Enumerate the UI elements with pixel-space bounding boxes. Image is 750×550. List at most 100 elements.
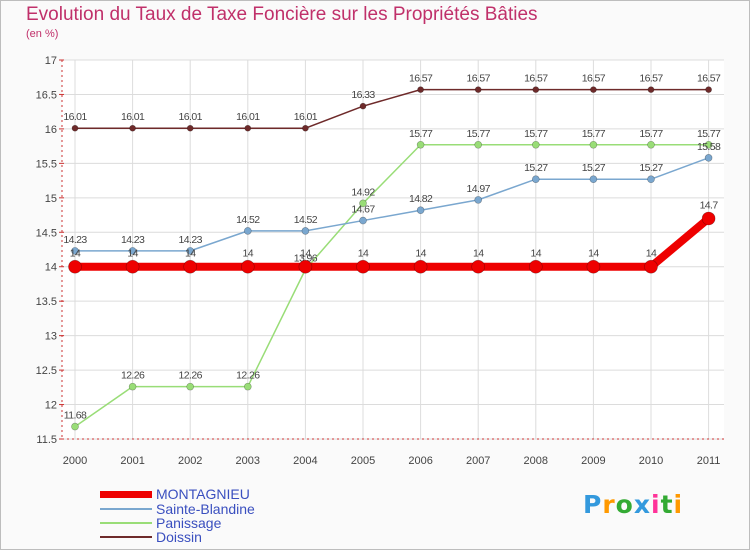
data-label-montagnieu: 14 [127, 248, 138, 260]
chart-title: Evolution du Taux de Taxe Foncière sur l… [26, 4, 538, 25]
legend-item-panissage: Panissage [100, 516, 221, 530]
data-point-montagnieu [68, 259, 82, 274]
data-point-doissin [244, 124, 252, 132]
data-point-montagnieu [644, 259, 658, 274]
data-label-panissage: 14.92 [351, 186, 375, 198]
legend-item-doissin: Doissin [100, 530, 202, 544]
plot-area [62, 60, 724, 439]
data-point-doissin [590, 86, 597, 93]
data-point-sainte-blandine [244, 227, 252, 235]
data-label-montagnieu: 14.7 [700, 199, 719, 211]
legend-label: Doissin [156, 529, 202, 545]
legend-label: Sainte-Blandine [156, 501, 255, 517]
data-label-doissin: 16.57 [697, 73, 721, 85]
data-point-panissage [474, 140, 483, 149]
proxiti-logo: Proxiti [583, 490, 683, 519]
x-tick-label: 2005 [351, 455, 375, 467]
data-label-panissage: 12.26 [179, 370, 203, 382]
data-point-panissage [704, 140, 713, 149]
data-label-sainte-blandine: 15.27 [639, 162, 663, 174]
data-label-panissage: 15.77 [639, 128, 663, 140]
data-label-doissin: 16.01 [236, 111, 260, 123]
legend-swatch [100, 536, 152, 538]
x-tick-label: 2010 [639, 455, 663, 467]
data-label-doissin: 16.57 [524, 73, 548, 85]
data-label-panissage: 12.26 [121, 370, 145, 382]
y-tick-label: 17 [45, 55, 57, 67]
data-label-montagnieu: 14 [185, 248, 196, 260]
data-label-doissin: 16.01 [294, 111, 318, 123]
series-line-montagnieu [75, 215, 712, 271]
logo-letter: t [660, 490, 674, 519]
data-point-sainte-blandine [71, 247, 79, 255]
data-point-panissage [128, 382, 137, 391]
data-point-sainte-blandine [647, 175, 655, 184]
x-tick-label: 2002 [178, 455, 202, 467]
logo-letter: r [602, 490, 616, 519]
data-label-doissin: 16.57 [582, 73, 606, 85]
x-tick-label: 2006 [408, 455, 432, 467]
data-label-montagnieu: 14 [473, 248, 484, 260]
data-label-panissage: 12.26 [236, 370, 260, 382]
data-label-montagnieu: 14 [588, 248, 599, 260]
data-point-panissage [186, 382, 194, 391]
data-point-panissage [359, 199, 367, 208]
data-point-sainte-blandine [186, 247, 194, 255]
series-line-doissin [75, 88, 709, 129]
data-label-doissin: 16.01 [121, 111, 145, 123]
data-label-montagnieu: 14 [300, 248, 311, 260]
data-label-doissin: 16.01 [179, 111, 203, 123]
data-label-doissin: 16.57 [467, 73, 491, 85]
legend-label: MONTAGNIEU [156, 486, 250, 502]
legend-item-sainte-blandine: Sainte-Blandine [100, 502, 255, 516]
data-point-montagnieu [183, 259, 197, 274]
y-tick-label: 13 [45, 331, 57, 343]
data-label-sainte-blandine: 14.67 [351, 204, 375, 216]
data-point-montagnieu [356, 259, 370, 274]
data-label-panissage: 15.77 [409, 128, 433, 140]
data-point-doissin [474, 86, 482, 93]
y-tick-label: 14.5 [36, 227, 57, 239]
data-point-doissin [359, 102, 367, 110]
data-point-montagnieu [528, 259, 543, 274]
data-label-montagnieu: 14 [70, 248, 81, 260]
data-point-doissin [302, 124, 309, 132]
y-tick-label: 12 [45, 400, 57, 412]
data-point-panissage [71, 422, 79, 431]
data-point-montagnieu [298, 259, 313, 274]
data-label-montagnieu: 14 [358, 248, 369, 260]
y-axis-unit: (en %) [26, 28, 59, 40]
data-label-sainte-blandine: 14.23 [179, 234, 203, 246]
data-label-sainte-blandine: 14.82 [409, 193, 433, 205]
data-point-panissage [531, 140, 540, 149]
data-point-doissin [71, 124, 79, 132]
x-tick-label: 2011 [697, 455, 721, 467]
x-tick-label: 2003 [236, 455, 260, 467]
y-tick-label: 12.5 [36, 365, 57, 377]
data-point-montagnieu [586, 259, 601, 274]
legend-swatch [100, 490, 152, 498]
data-label-doissin: 16.01 [63, 111, 87, 123]
data-point-doissin [186, 124, 194, 132]
logo-letter: x [633, 490, 651, 519]
logo-letter: o [615, 490, 634, 519]
data-point-montagnieu [413, 259, 428, 274]
data-point-doissin [532, 86, 540, 93]
data-point-panissage [416, 140, 425, 149]
data-label-sainte-blandine: 14.52 [236, 214, 260, 226]
series-line-sainte-blandine [75, 157, 709, 252]
y-tick-label: 16 [45, 124, 57, 136]
x-tick-label: 2008 [524, 455, 548, 467]
data-point-panissage [647, 140, 655, 149]
data-point-doissin [647, 86, 655, 93]
y-tick-label: 13.5 [36, 296, 57, 308]
logo-letter: i [673, 490, 684, 519]
data-point-sainte-blandine [128, 247, 137, 255]
data-point-sainte-blandine [301, 227, 310, 235]
data-point-montagnieu [701, 211, 716, 226]
x-tick-label: 2009 [581, 455, 605, 467]
data-label-montagnieu: 14 [531, 248, 542, 260]
data-label-sainte-blandine: 15.27 [582, 162, 606, 174]
y-tick-label: 11.5 [36, 434, 57, 446]
